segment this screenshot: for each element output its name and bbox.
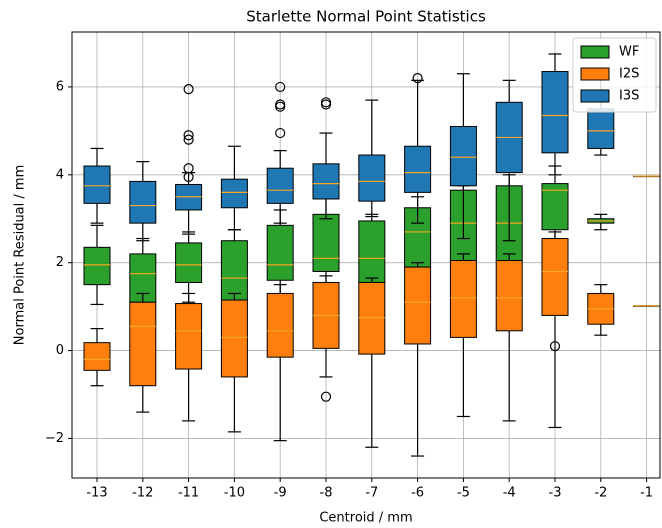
box (83, 342, 111, 371)
x-tick-label: -12 (132, 486, 153, 501)
box-group (83, 147, 111, 224)
legend-label: WF (619, 45, 639, 60)
outlier (183, 84, 194, 95)
box-group (175, 292, 203, 422)
box-group (129, 292, 157, 413)
box-group (266, 284, 294, 442)
box-group (358, 277, 386, 448)
box (404, 145, 432, 193)
outlier (320, 97, 332, 108)
x-tick-label: -9 (274, 486, 287, 501)
x-tick-label: -7 (365, 486, 378, 501)
box-group (220, 292, 248, 433)
box-group (83, 224, 111, 306)
box (220, 299, 248, 378)
box-group (587, 213, 615, 231)
box (404, 266, 432, 345)
box (83, 165, 111, 204)
legend-label: I2S (619, 67, 639, 82)
box (358, 220, 386, 283)
box-group (449, 73, 477, 240)
box-group (633, 175, 661, 178)
box-group (312, 275, 340, 402)
box (541, 238, 569, 316)
box (129, 180, 157, 224)
y-tick-label: 6 (56, 79, 64, 94)
box (312, 213, 340, 272)
x-tick-label: -1 (640, 486, 653, 501)
plot-frame (71, 31, 661, 479)
box (220, 240, 248, 301)
x-tick-label: -4 (503, 486, 516, 501)
x-axis-label: Centroid / mm (319, 511, 412, 526)
outlier (275, 81, 286, 93)
box-group (266, 209, 294, 308)
box-group (129, 161, 157, 242)
box (541, 71, 569, 154)
box (587, 108, 615, 149)
box (358, 281, 386, 355)
box-group (541, 165, 569, 242)
x-tick-label: -10 (224, 486, 245, 501)
box-group (404, 73, 432, 224)
box-group (495, 79, 523, 242)
box (266, 292, 294, 358)
box (541, 183, 569, 231)
box-group (175, 84, 203, 235)
y-tick-label: 0 (56, 343, 64, 358)
chart-title: Starlette Normal Point Statistics (246, 8, 486, 26)
box-group (541, 231, 569, 429)
x-tick-label: -13 (86, 486, 107, 501)
box-group (404, 262, 432, 457)
box (129, 301, 157, 387)
legend-label: I3S (619, 89, 639, 104)
outlier (320, 391, 332, 402)
box-group (83, 328, 111, 387)
box-group (358, 99, 386, 218)
y-tick-label: 4 (56, 167, 64, 182)
outlier (275, 127, 286, 139)
x-tick-label: -2 (594, 486, 607, 501)
box (175, 303, 203, 370)
outlier (183, 130, 194, 141)
box (83, 246, 111, 286)
y-axis-label: Normal Point Residual / mm (13, 165, 28, 345)
box-group (449, 253, 477, 418)
box-group (220, 145, 248, 231)
outlier (549, 341, 561, 352)
legend-swatch (580, 67, 610, 81)
box (266, 224, 294, 281)
x-tick-label: -3 (549, 486, 562, 501)
box-group (175, 231, 203, 303)
box-group (587, 284, 615, 336)
box-group (495, 253, 523, 422)
outlier (412, 73, 423, 84)
x-tick-label: -6 (411, 486, 424, 501)
outlier (183, 134, 194, 145)
box (449, 259, 477, 338)
box (266, 167, 294, 204)
x-tick-label: -11 (178, 486, 199, 501)
box-group (312, 97, 340, 220)
box (449, 125, 477, 187)
box (220, 178, 248, 209)
legend-swatch (580, 89, 610, 103)
outlier (275, 101, 286, 112)
box (358, 154, 386, 202)
box (175, 242, 203, 283)
x-tick-label: -8 (320, 486, 333, 501)
box (312, 163, 340, 200)
box-group (266, 81, 294, 224)
box (495, 259, 523, 332)
box-group (633, 305, 661, 307)
outlier (183, 171, 194, 183)
y-tick-label: 2 (56, 255, 64, 270)
legend-swatch (580, 45, 610, 59)
y-tick-label: −2 (45, 431, 64, 446)
x-tick-label: -5 (457, 486, 470, 501)
box-group (541, 53, 569, 176)
